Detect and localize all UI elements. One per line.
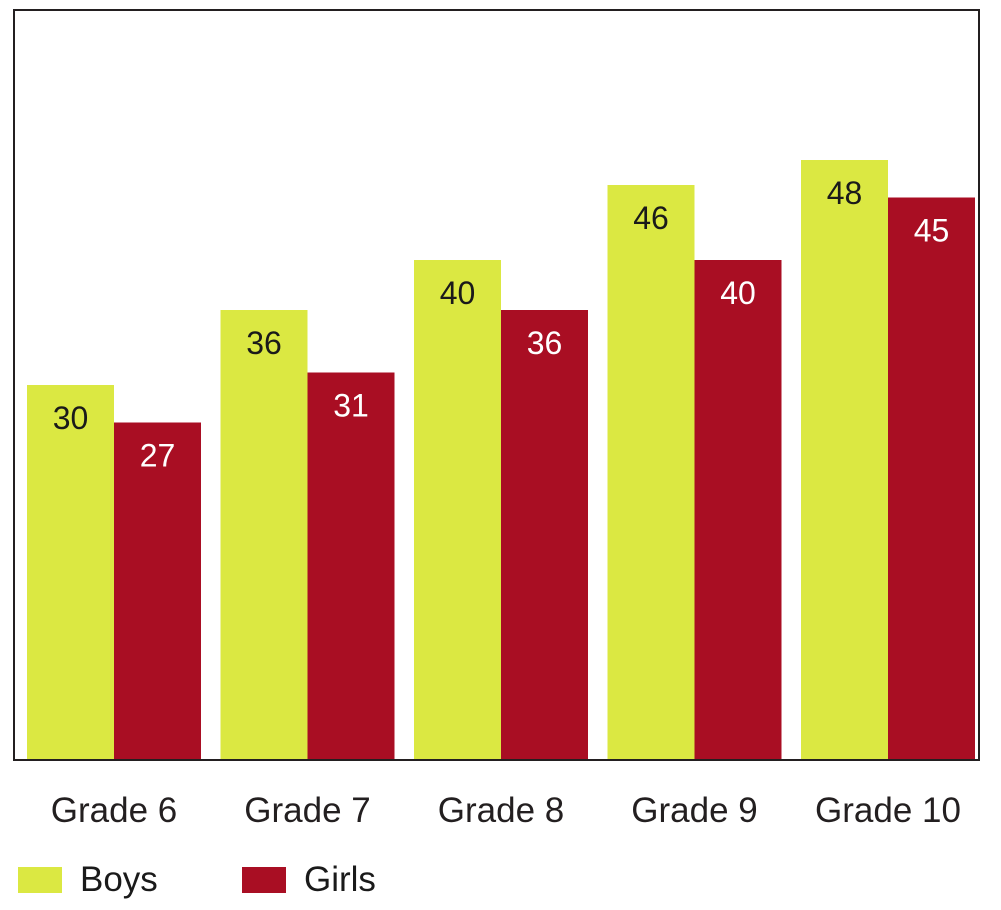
legend-label-girls: Girls: [304, 860, 376, 899]
value-label-girls-grade-9: 40: [720, 275, 756, 311]
value-label-girls-grade-7: 31: [333, 388, 369, 424]
value-label-girls-grade-8: 36: [527, 325, 563, 361]
value-label-girls-grade-10: 45: [914, 213, 950, 249]
category-label-grade-6: Grade 6: [51, 791, 177, 830]
bar-girls-grade-9: [694, 260, 782, 760]
bars-group: [27, 160, 975, 760]
category-label-grade-7: Grade 7: [244, 791, 370, 830]
value-label-boys-grade-9: 46: [633, 200, 669, 236]
bar-boys-grade-10: [801, 160, 888, 760]
legend-label-boys: Boys: [80, 860, 158, 899]
legend-swatch-girls: [242, 867, 286, 893]
value-label-girls-grade-6: 27: [140, 438, 176, 474]
value-label-boys-grade-8: 40: [440, 275, 476, 311]
legend-item-girls: Girls: [242, 858, 376, 902]
category-label-grade-8: Grade 8: [438, 791, 564, 830]
category-label-grade-9: Grade 9: [631, 791, 757, 830]
legend-swatch-boys: [18, 867, 62, 893]
bar-girls-grade-8: [501, 310, 588, 760]
legend-item-boys: Boys: [18, 858, 158, 902]
bar-boys-grade-9: [607, 185, 695, 760]
bar-girls-grade-6: [114, 422, 201, 760]
value-labels-group: 30 27 36 31 40 36 46 40 48 45: [53, 175, 950, 474]
bar-girls-grade-10: [888, 197, 975, 760]
value-label-boys-grade-10: 48: [827, 175, 863, 211]
bar-boys-grade-8: [414, 260, 501, 760]
bar-girls-grade-7: [307, 372, 395, 760]
category-labels-group: Grade 6 Grade 7 Grade 8 Grade 9 Grade 10: [51, 791, 961, 830]
value-label-boys-grade-6: 30: [53, 400, 89, 436]
bar-boys-grade-6: [27, 385, 114, 760]
value-label-boys-grade-7: 36: [246, 325, 282, 361]
legend: Boys Girls: [0, 858, 1001, 902]
category-label-grade-10: Grade 10: [815, 791, 961, 830]
bar-boys-grade-7: [220, 310, 308, 760]
